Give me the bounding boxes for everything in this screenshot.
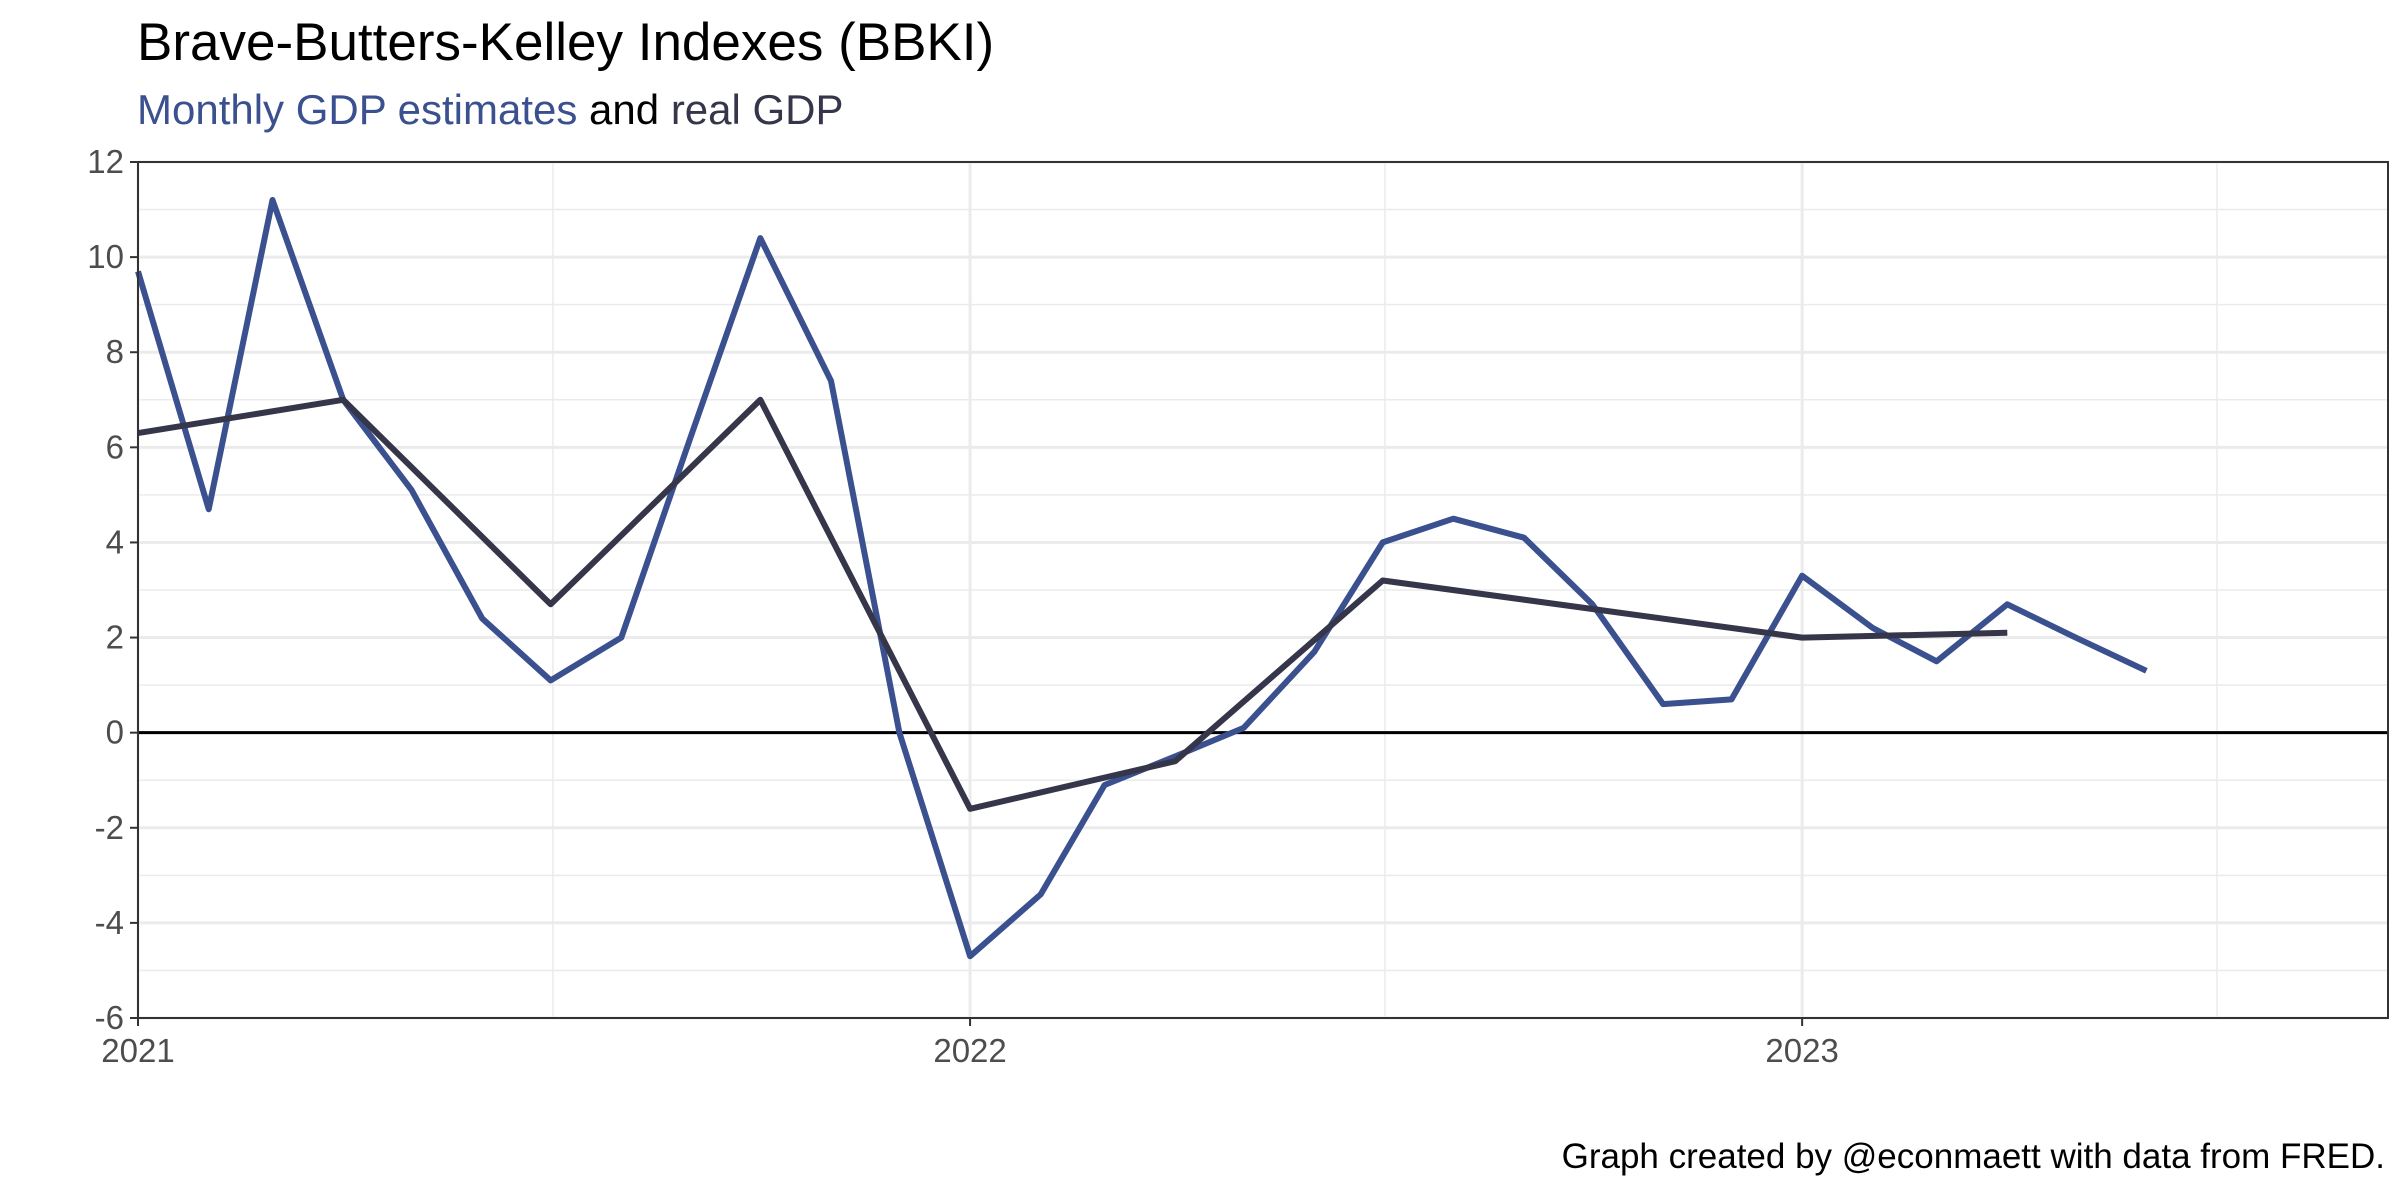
chart-subtitle: Monthly GDP estimates and real GDP — [137, 86, 844, 134]
y-tick-label: 10 — [87, 238, 124, 275]
y-tick-label: 2 — [106, 619, 124, 656]
chart-caption: Graph created by @econmaett with data fr… — [1561, 1137, 2385, 1176]
series-lines — [135, 197, 2388, 960]
x-tick-label: 2021 — [101, 1032, 174, 1069]
real-gdp-line — [137, 396, 2008, 812]
y-tick-label: -2 — [95, 809, 124, 846]
x-tick-label: 2022 — [933, 1032, 1006, 1069]
y-tick-label: 12 — [87, 143, 124, 180]
subtitle-monthly-series: Monthly GDP estimates — [137, 86, 578, 133]
y-tick-label: -6 — [95, 999, 124, 1036]
panel-border — [137, 161, 2389, 1019]
monthly-gdp-line — [135, 197, 2148, 960]
x-tick-label: 2023 — [1765, 1032, 1838, 1069]
y-tick-label: 6 — [106, 428, 124, 465]
y-tick-label: 8 — [106, 333, 124, 370]
grid-lines — [136, 160, 2388, 1020]
y-tick-label: 4 — [106, 523, 124, 560]
y-tick-label: -4 — [95, 904, 124, 941]
axes: -6 -4 -2 0 2 4 6 8 10 12 2021 2022 2023 — [87, 143, 1839, 1069]
chart-title: Brave-Butters-Kelley Indexes (BBKI) — [137, 13, 995, 72]
subtitle-real-series: real GDP — [670, 86, 844, 133]
y-tick-label: 0 — [106, 714, 124, 751]
subtitle-connector: and — [577, 86, 671, 133]
